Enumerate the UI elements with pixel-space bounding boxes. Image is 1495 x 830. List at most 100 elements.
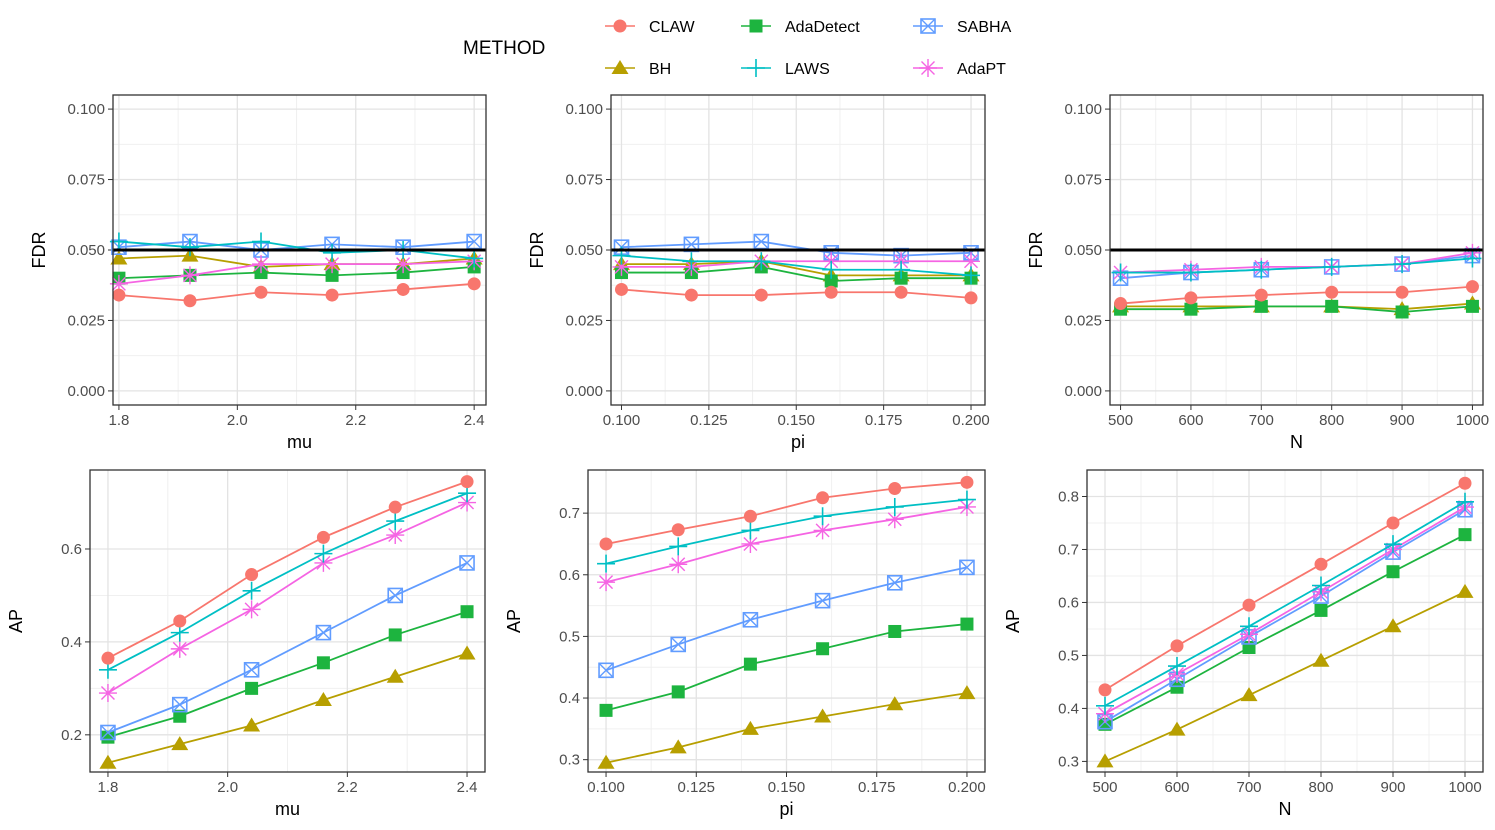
legend: METHOD CLAW AdaDetect SABHA BH LAWS AdaPT <box>463 18 1012 78</box>
y-tick-label: 0.075 <box>1064 172 1102 189</box>
data-point-bh <box>886 696 904 711</box>
panel-5-ap-vs-pi: 0.100 0.125 0.150 0.175 0.200 0.3 0.4 0.5 0.6 0.7… <box>504 469 986 819</box>
data-point-bh <box>814 708 832 723</box>
data-point-claw <box>888 481 902 495</box>
data-point-laws <box>813 507 832 526</box>
series-line-laws <box>107 492 468 671</box>
x-axis-title: N <box>1279 799 1292 819</box>
x-tick-label: 2.2 <box>337 779 358 796</box>
series-adadetect <box>599 617 974 717</box>
data-point-laws <box>1252 260 1271 279</box>
data-point-laws <box>1111 263 1130 282</box>
data-point-adapt <box>458 493 477 512</box>
gridlines <box>588 470 985 772</box>
data-point-claw <box>101 651 115 665</box>
x-tick-label: 500 <box>1092 779 1117 796</box>
series-line-bh <box>605 692 968 764</box>
data-point-bh <box>1384 618 1402 633</box>
series-line-adadetect <box>1120 305 1473 313</box>
data-point-laws <box>669 537 688 556</box>
y-tick-label: 0.050 <box>565 242 603 259</box>
plot-border <box>610 94 986 406</box>
data-point-laws <box>1384 535 1402 554</box>
data-point-sabha <box>243 661 260 678</box>
data-point-laws <box>682 252 701 271</box>
series-line-bh <box>621 260 972 277</box>
x-tick-label: 2.0 <box>227 412 248 429</box>
x-tick-label: 0.125 <box>677 779 715 796</box>
data-point-adapt <box>394 255 413 274</box>
data-point-claw <box>325 288 339 302</box>
data-point-sabha <box>670 636 687 653</box>
data-point-adapt <box>242 600 261 619</box>
panel-6-ap-vs-n: 500 600 700 800 900 1000 0.3 0.4 0.5 0.6 0.7 0.8 N AP <box>1003 469 1484 819</box>
y-tick-label: 0.100 <box>1064 101 1102 118</box>
data-point-sabha <box>387 587 404 604</box>
data-point-laws <box>314 544 333 563</box>
data-point-laws <box>741 521 760 540</box>
panel-3-fdr-vs-n: 500 600 700 800 900 1000 0.000 0.025 0.050 0.075 0… <box>1026 94 1489 452</box>
data-point-claw <box>173 614 187 628</box>
data-point-laws <box>822 260 841 279</box>
y-tick-label: 0.4 <box>559 690 580 707</box>
data-point-laws <box>957 490 976 509</box>
legend-key-star-icon <box>919 59 937 77</box>
data-point-adapt <box>612 257 631 276</box>
series-line-adapt <box>1104 506 1466 715</box>
data-point-adapt <box>386 526 405 545</box>
data-point-claw <box>396 282 410 296</box>
data-point-adadetect <box>1386 565 1400 579</box>
data-point-claw <box>1325 285 1339 299</box>
series-laws <box>1096 492 1474 715</box>
plot-border <box>1086 469 1484 773</box>
legend-key-triangle-icon <box>611 60 629 74</box>
x-tick-label: 1000 <box>1456 412 1489 429</box>
x-tick-label: 0.100 <box>603 412 641 429</box>
data-point-laws <box>1181 263 1200 282</box>
data-point-adadetect <box>1325 299 1339 313</box>
series-line-sabha <box>621 240 972 257</box>
plot-border <box>587 469 986 773</box>
data-point-laws <box>242 581 261 600</box>
data-point-laws <box>180 238 199 257</box>
data-point-laws <box>885 497 904 516</box>
panel-4-ap-vs-mu: 1.8 2.0 2.2 2.4 0.2 0.4 0.6 mu AP <box>6 469 486 819</box>
data-point-sabha <box>814 592 831 609</box>
data-point-bh <box>99 754 117 769</box>
y-axis-title: AP <box>1003 609 1023 633</box>
data-point-adapt <box>962 252 981 271</box>
data-point-adadetect <box>888 624 902 638</box>
x-axis-title: N <box>1290 432 1303 452</box>
y-tick-label: 0.2 <box>61 727 82 744</box>
series-line-claw <box>621 288 972 299</box>
series-line-laws <box>1104 501 1466 707</box>
series-claw <box>599 475 974 551</box>
data-point-sabha <box>459 555 475 571</box>
y-tick-label: 0.3 <box>1058 753 1079 770</box>
legend-item-claw: CLAW <box>605 19 696 36</box>
data-point-adapt <box>323 255 342 274</box>
y-tick-label: 0.050 <box>1064 242 1102 259</box>
data-point-sabha <box>959 559 975 576</box>
legend-label-laws: LAWS <box>785 61 830 78</box>
panel-2-fdr-vs-pi: 0.100 0.125 0.150 0.175 0.200 0.000 0.025 0.050… <box>527 94 990 452</box>
data-point-adapt <box>170 639 189 658</box>
data-point-bh <box>1456 583 1474 598</box>
legend-item-laws: LAWS <box>741 59 830 78</box>
data-point-claw <box>467 277 481 291</box>
y-tick-label: 0.5 <box>1058 647 1079 664</box>
y-tick-label: 0.4 <box>61 634 82 651</box>
data-point-adapt <box>314 553 333 572</box>
y-tick-label: 0.050 <box>67 242 105 259</box>
data-point-laws <box>1312 576 1330 595</box>
x-tick-label: 2.2 <box>345 412 366 429</box>
data-point-claw <box>1386 516 1400 530</box>
legend-key-square-icon <box>749 19 763 33</box>
series-bh <box>99 645 476 769</box>
x-tick-label: 0.200 <box>948 779 986 796</box>
data-point-adadetect <box>388 628 402 642</box>
data-point-sabha <box>315 624 332 641</box>
data-point-claw <box>1114 297 1128 311</box>
legend-title: METHOD <box>463 38 545 59</box>
series-adadetect <box>101 605 474 744</box>
